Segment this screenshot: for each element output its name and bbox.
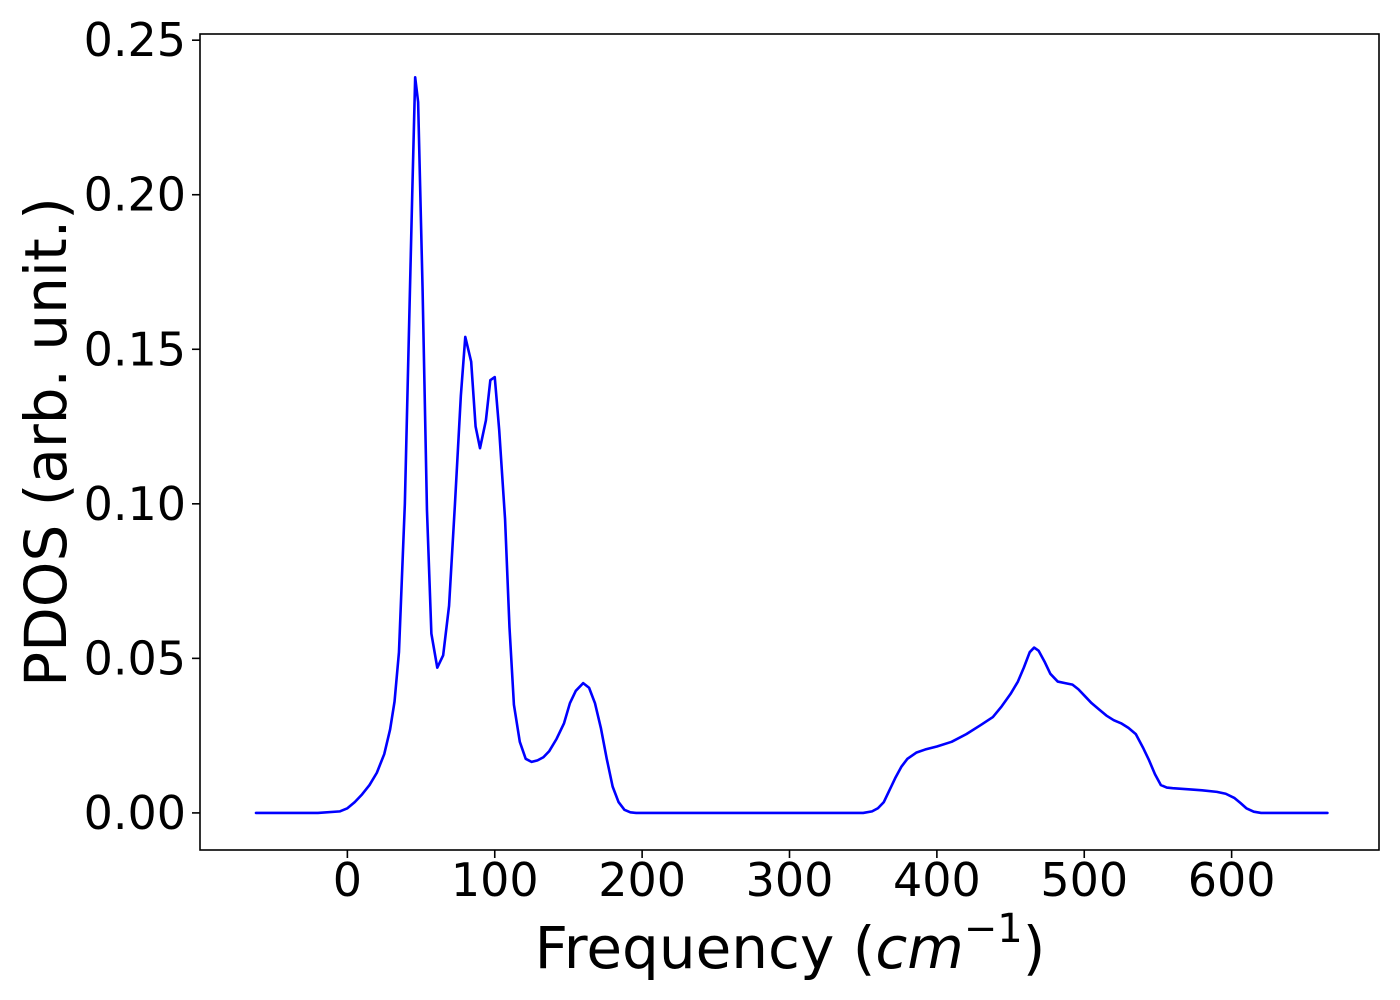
y-axis-label: PDOS (arb. unit.) bbox=[12, 197, 80, 687]
y-tick-label: 0.00 bbox=[84, 786, 186, 840]
y-tick-label: 0.10 bbox=[84, 477, 186, 531]
x-axis-label-suffix: ) bbox=[1023, 914, 1046, 982]
y-tick-label: 0.25 bbox=[84, 13, 186, 67]
pdos-series-line bbox=[254, 75, 1329, 815]
axes-frame bbox=[199, 33, 1380, 851]
x-tick-label: 0 bbox=[333, 853, 362, 907]
y-tick-label: 0.15 bbox=[84, 322, 186, 376]
x-tick-label: 300 bbox=[746, 853, 834, 907]
x-axis-label-variable: cm bbox=[875, 914, 963, 982]
y-tick-label: 0.05 bbox=[84, 631, 186, 685]
x-tick-label: 600 bbox=[1188, 853, 1276, 907]
x-tick-label: 200 bbox=[598, 853, 686, 907]
x-axis-label: Frequency (cm−1) bbox=[535, 906, 1046, 982]
x-tick-label: 400 bbox=[893, 853, 981, 907]
x-tick-label: 100 bbox=[451, 853, 539, 907]
x-axis-label-exponent: −1 bbox=[964, 906, 1023, 952]
plot-layer bbox=[254, 75, 1329, 815]
y-tick-label: 0.20 bbox=[84, 168, 186, 222]
ticks-layer: 0 100 200 300 400 500 600 0.00 0.05 0.10 0.15 0.20 0… bbox=[84, 13, 1276, 907]
x-tick-label: 500 bbox=[1040, 853, 1128, 907]
x-axis-label-prefix: Frequency ( bbox=[535, 914, 876, 982]
